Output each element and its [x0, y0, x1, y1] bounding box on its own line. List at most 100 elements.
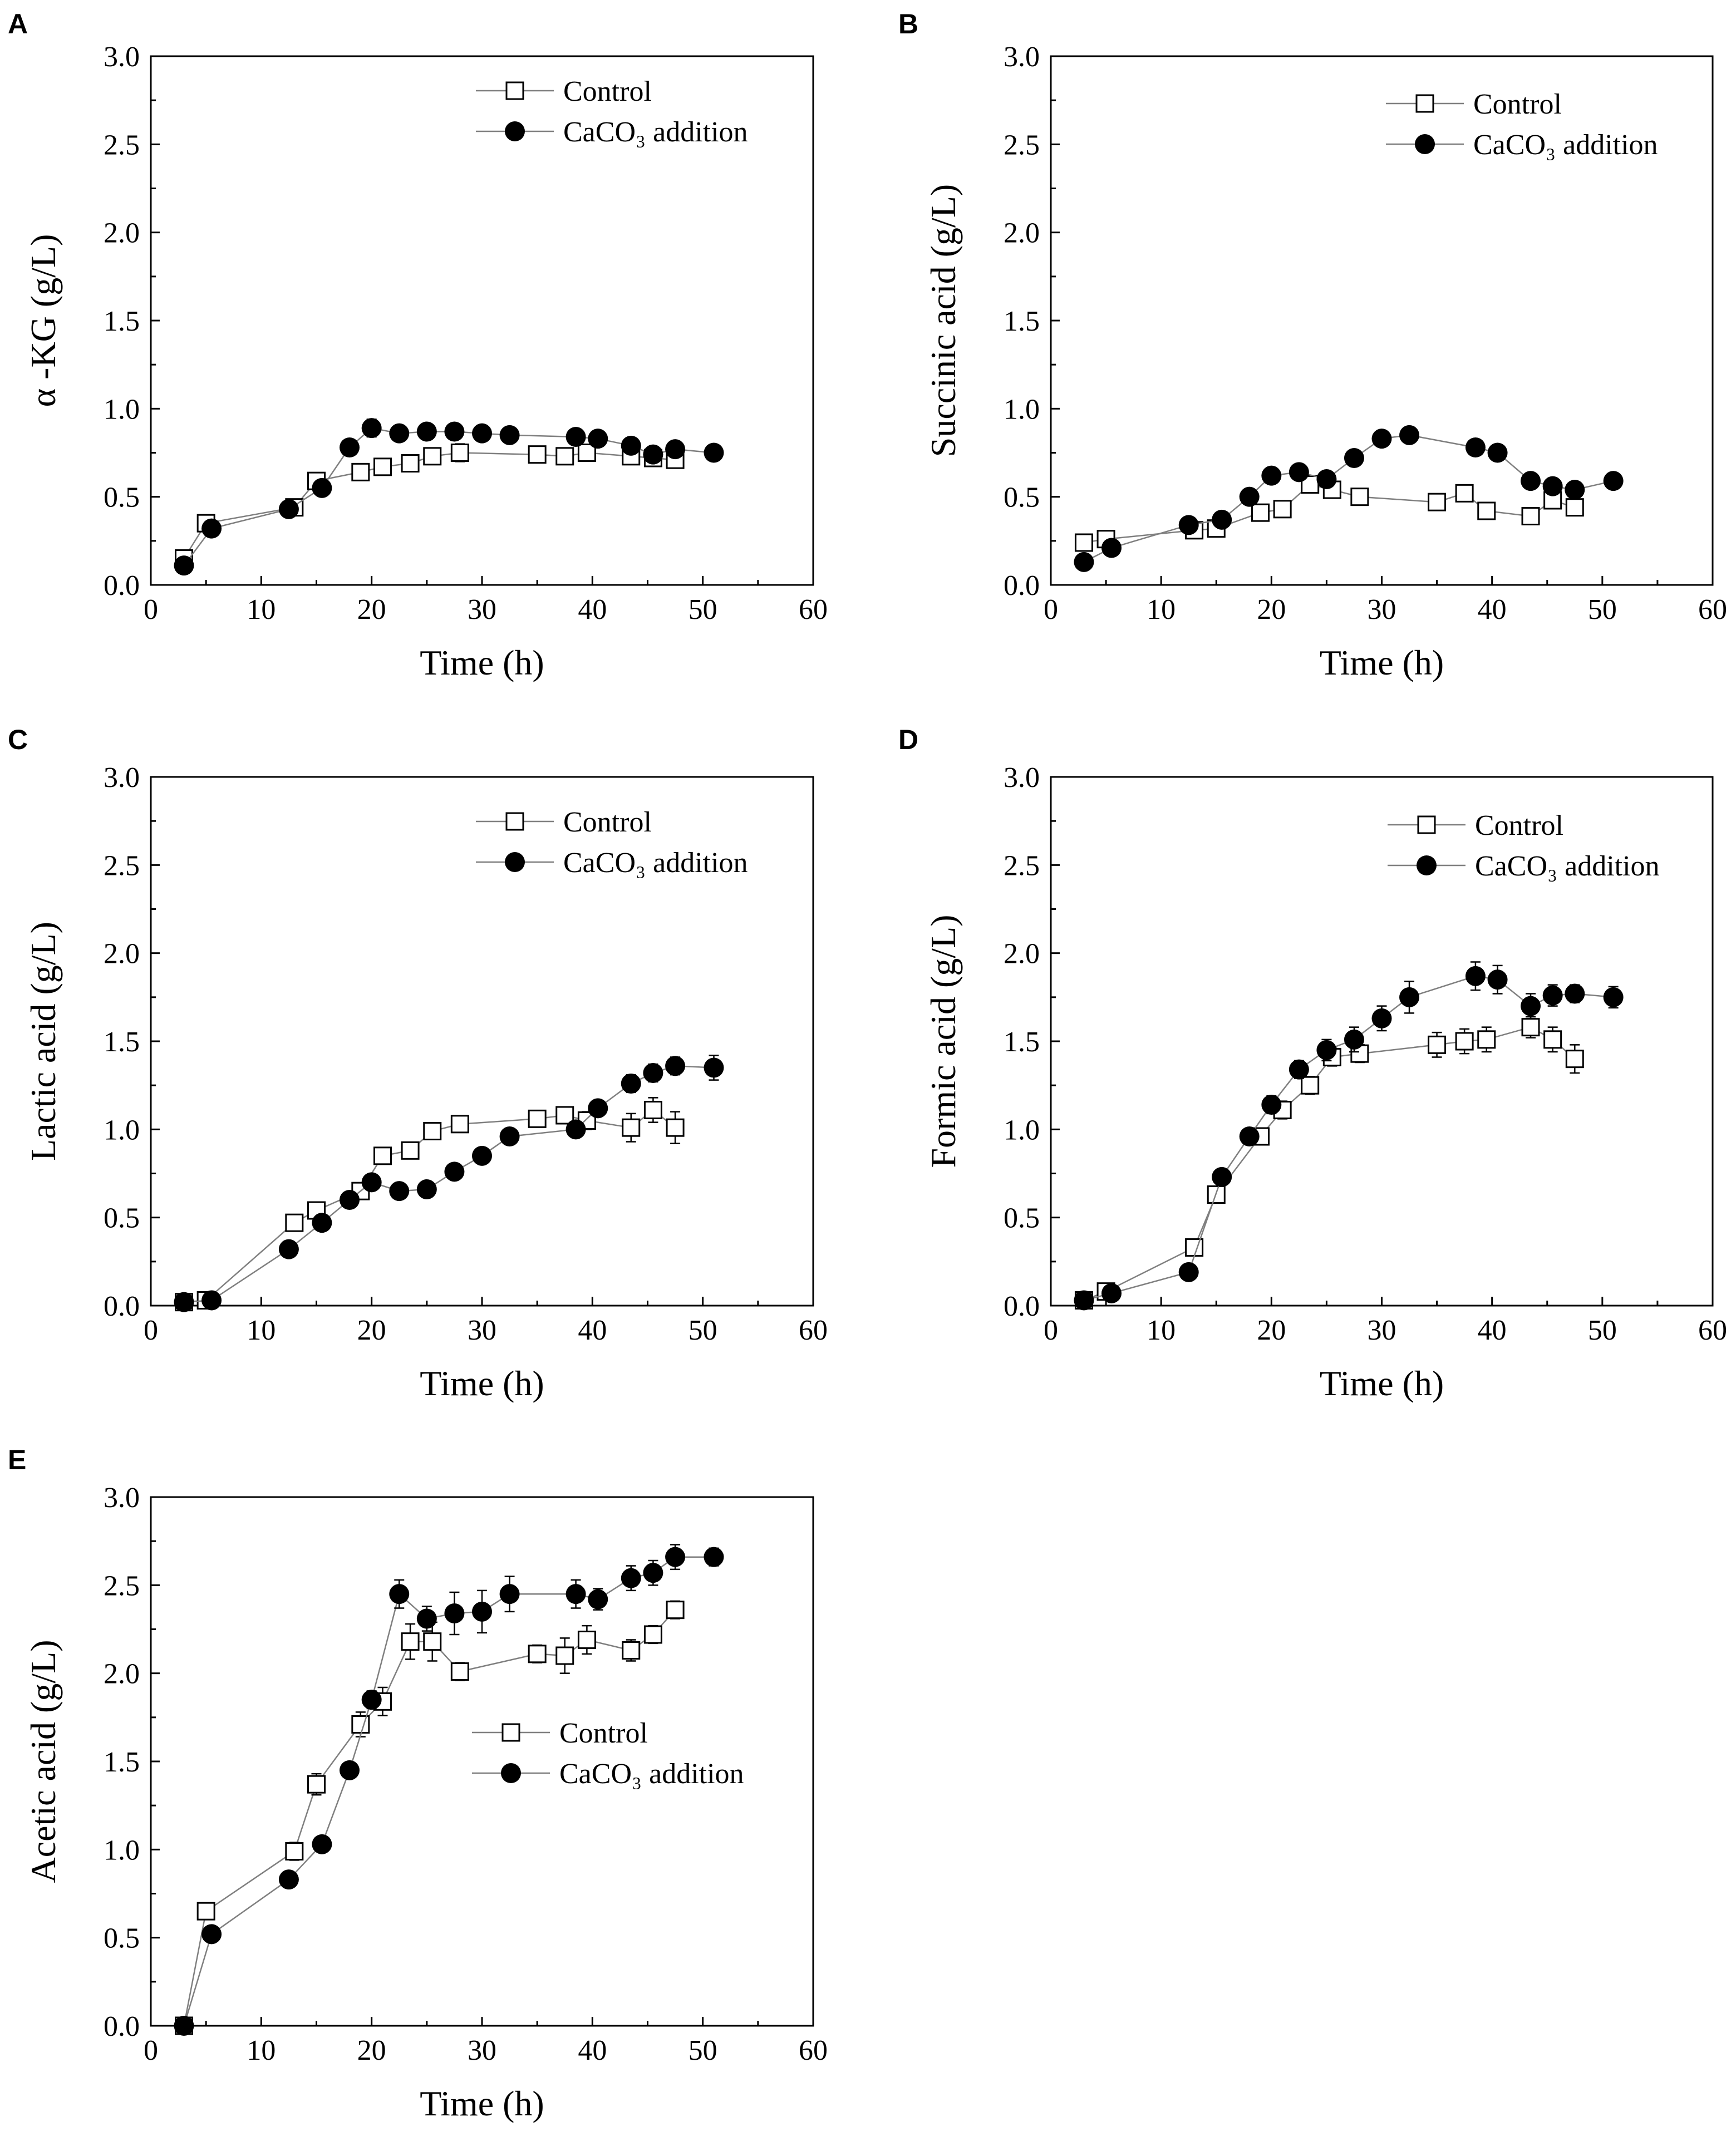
data-point — [472, 423, 492, 444]
data-point — [1428, 1035, 1447, 1054]
data-point — [1261, 1095, 1282, 1115]
legend-marker — [501, 1723, 520, 1742]
data-point — [1477, 501, 1496, 520]
panel-b: B 0 10 20 30 40 50 60 0.0 0.5 1.0 1.5 2.0 2.5 3.0 Time … — [898, 8, 1727, 682]
panel-letter-c: C — [8, 724, 28, 755]
y-tick-label: 2.5 — [104, 129, 140, 161]
series-line — [183, 452, 676, 559]
data-point — [1185, 1238, 1204, 1257]
y-axis-label: Formic acid (g/L) — [923, 915, 963, 1168]
data-point — [351, 462, 370, 481]
data-point — [1178, 515, 1199, 535]
data-point — [1344, 1029, 1364, 1050]
data-point — [285, 1842, 304, 1860]
data-point — [373, 1146, 392, 1165]
y-tick-label: 2.0 — [104, 218, 140, 249]
data-point — [555, 447, 574, 466]
data-point — [444, 1161, 465, 1182]
legend-marker — [501, 1763, 521, 1783]
legend-label: CaCO₃ addition — [563, 116, 748, 148]
data-point — [704, 1547, 724, 1567]
data-point — [643, 444, 663, 465]
y-tick-label: 2.5 — [1004, 850, 1040, 882]
y-tick-label: 2.0 — [1004, 218, 1040, 249]
data-point — [665, 1547, 686, 1567]
data-point — [555, 1106, 574, 1125]
data-point — [361, 1172, 382, 1193]
data-point — [450, 444, 469, 462]
series-control — [175, 443, 685, 568]
data-point — [622, 1641, 641, 1660]
x-tick-label: 40 — [578, 1315, 607, 1346]
y-axis-label: Acetic acid (g/L) — [23, 1640, 63, 1883]
data-point — [423, 447, 442, 466]
data-point — [1543, 1030, 1562, 1049]
data-point — [643, 1563, 663, 1583]
panel-a: A 0 10 20 30 40 50 60 0.0 0.5 1.0 1.5 2.0 2.5 3.0 Time … — [8, 8, 828, 682]
data-point — [1399, 987, 1420, 1007]
data-point — [444, 1603, 465, 1623]
y-tick-label: 2.5 — [1004, 129, 1040, 161]
data-point — [1465, 437, 1486, 457]
data-point — [340, 437, 360, 457]
legend-label: CaCO₃ addition — [559, 1758, 744, 1790]
x-tick-label: 50 — [1588, 594, 1617, 626]
data-point — [621, 1074, 641, 1094]
x-tick-label: 40 — [578, 594, 607, 626]
data-point — [1212, 509, 1232, 530]
y-tick-label: 3.0 — [104, 41, 140, 73]
panel-letter-d: D — [898, 724, 918, 755]
data-point — [622, 1118, 641, 1137]
y-tick-label: 1.0 — [1004, 1114, 1040, 1146]
data-point — [389, 423, 410, 444]
legend: Control CaCO₃ addition — [476, 76, 748, 148]
data-point — [201, 518, 222, 539]
data-point — [416, 421, 437, 442]
y-axis-label: Succinic acid (g/L) — [923, 184, 963, 457]
data-point — [389, 1584, 410, 1604]
data-point — [1521, 1018, 1540, 1037]
panel-c: C 0 10 20 30 40 50 60 0.0 0.5 1.0 1.5 2.0 2.5 3.0 Time … — [8, 724, 828, 1403]
x-tick-label: 10 — [247, 594, 276, 626]
y-tick-label: 3.0 — [1004, 762, 1040, 794]
data-point — [643, 1625, 662, 1644]
series-control — [175, 1600, 685, 2035]
y-tick-label: 3.0 — [1004, 41, 1040, 73]
data-point — [1101, 1283, 1122, 1303]
data-point — [1074, 533, 1093, 552]
y-tick-label: 2.5 — [104, 850, 140, 882]
data-point — [565, 1119, 586, 1140]
x-tick-label: 60 — [799, 1315, 828, 1346]
data-point — [1603, 471, 1624, 491]
data-point — [704, 1057, 724, 1078]
x-tick-label: 50 — [689, 2035, 717, 2066]
data-point — [1074, 552, 1094, 572]
data-point — [472, 1145, 492, 1166]
x-axis-label: Time (h) — [420, 643, 544, 682]
y-tick-label: 1.0 — [104, 1114, 140, 1146]
data-point — [1542, 476, 1563, 496]
data-point — [565, 1584, 586, 1604]
x-tick-label: 20 — [1257, 1315, 1286, 1346]
data-point — [174, 2016, 194, 2036]
data-point — [1542, 985, 1563, 1006]
data-point — [1565, 983, 1585, 1004]
series-caco3 — [174, 418, 724, 576]
data-point — [555, 1646, 574, 1665]
legend-marker — [1417, 815, 1436, 834]
data-point — [565, 427, 586, 447]
data-point — [401, 1141, 420, 1160]
data-point — [201, 1290, 222, 1311]
series-caco3 — [174, 1055, 724, 1312]
data-point — [1465, 966, 1486, 986]
data-point — [196, 1902, 215, 1921]
data-point — [174, 555, 194, 576]
data-point — [704, 442, 724, 463]
legend-label: CaCO₃ addition — [563, 847, 748, 879]
panel-letter-e: E — [8, 1444, 26, 1475]
data-point — [278, 1869, 299, 1890]
x-axis-label: Time (h) — [420, 1364, 544, 1403]
data-point — [1273, 500, 1292, 519]
data-point — [1316, 469, 1337, 489]
